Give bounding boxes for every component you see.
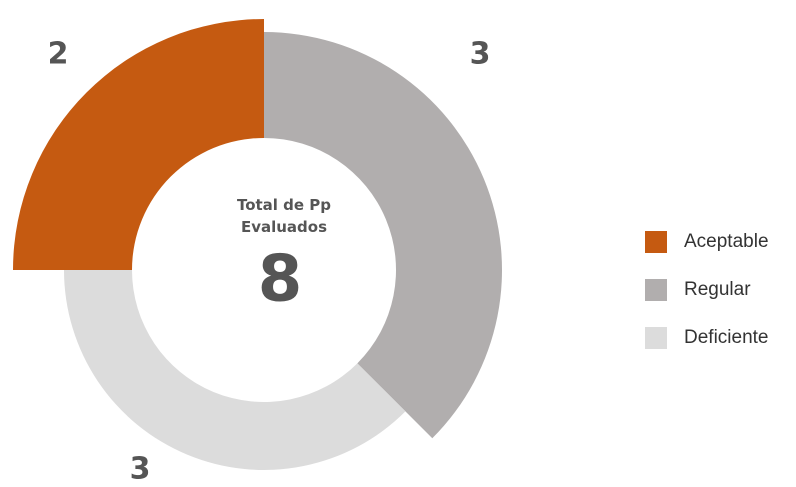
data-label: 3 bbox=[470, 37, 491, 72]
donut-segment bbox=[13, 19, 264, 270]
legend-label: Deficiente bbox=[684, 327, 769, 348]
legend-swatch bbox=[645, 327, 667, 349]
donut-segment bbox=[64, 270, 406, 471]
legend-swatch bbox=[645, 231, 667, 253]
legend-swatch bbox=[645, 279, 667, 301]
center-total: 8 bbox=[258, 243, 303, 317]
legend-label: Regular bbox=[684, 279, 751, 300]
center-label: Total de Pp Evaluados bbox=[237, 196, 331, 236]
data-label: 3 bbox=[130, 452, 151, 487]
donut-segment bbox=[264, 32, 503, 439]
legend-label: Aceptable bbox=[684, 231, 769, 252]
data-label: 2 bbox=[48, 37, 69, 72]
